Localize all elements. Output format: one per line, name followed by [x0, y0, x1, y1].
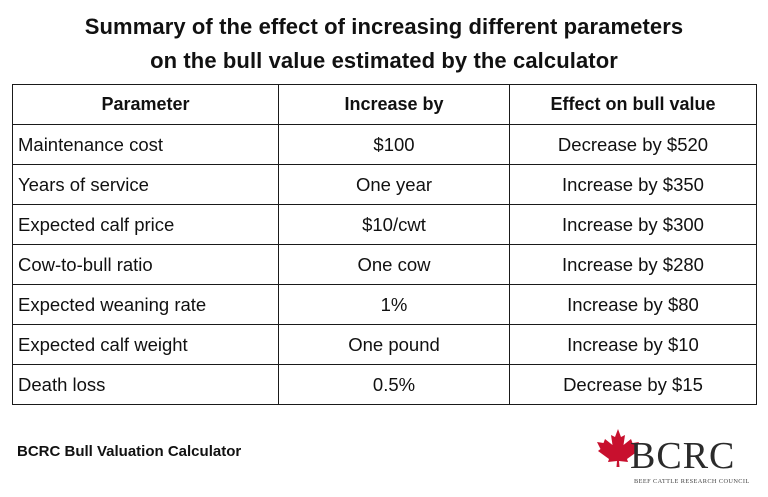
title-line-1: Summary of the effect of increasing diff…	[84, 14, 684, 39]
increase-cell: One year	[278, 164, 510, 205]
table-header-row: Parameter Increase by Effect on bull val…	[12, 84, 757, 125]
table-row: Expected calf price $10/cwt Increase by …	[12, 204, 757, 245]
header-effect-on-bull-value: Effect on bull value	[509, 84, 757, 125]
effect-cell: Decrease by $15	[509, 364, 757, 405]
table-row: Expected calf weight One pound Increase …	[12, 324, 757, 365]
parameter-cell: Expected calf price	[12, 204, 279, 245]
header-parameter: Parameter	[12, 84, 279, 125]
effect-cell: Increase by $280	[509, 244, 757, 285]
table-row: Maintenance cost $100 Decrease by $520	[12, 124, 757, 165]
increase-cell: One cow	[278, 244, 510, 285]
parameter-cell: Expected calf weight	[12, 324, 279, 365]
table-row: Expected weaning rate 1% Increase by $80	[12, 284, 757, 325]
effect-cell: Increase by $10	[509, 324, 757, 365]
effect-cell: Increase by $80	[509, 284, 757, 325]
increase-cell: 1%	[278, 284, 510, 325]
parameter-cell: Maintenance cost	[12, 124, 279, 165]
title-line-2: on the bull value estimated by the calcu…	[150, 48, 618, 73]
effect-cell: Increase by $350	[509, 164, 757, 205]
bcrc-logo: BCRC BEEF CATTLE RESEARCH COUNCIL	[596, 428, 752, 490]
effect-cell: Decrease by $520	[509, 124, 757, 165]
parameter-cell: Cow-to-bull ratio	[12, 244, 279, 285]
summary-table: Parameter Increase by Effect on bull val…	[12, 84, 757, 405]
table-row: Cow-to-bull ratio One cow Increase by $2…	[12, 244, 757, 285]
increase-cell: One pound	[278, 324, 510, 365]
logo-subtitle: BEEF CATTLE RESEARCH COUNCIL	[634, 478, 750, 485]
logo-wordmark: BCRC	[630, 435, 736, 477]
table-row: Years of service One year Increase by $3…	[12, 164, 757, 205]
increase-cell: $10/cwt	[278, 204, 510, 245]
page-title: Summary of the effect of increasing diff…	[0, 10, 768, 78]
parameter-cell: Death loss	[12, 364, 279, 405]
effect-cell: Increase by $300	[509, 204, 757, 245]
table-row: Death loss 0.5% Decrease by $15	[12, 364, 757, 405]
parameter-cell: Expected weaning rate	[12, 284, 279, 325]
increase-cell: $100	[278, 124, 510, 165]
header-increase-by: Increase by	[278, 84, 510, 125]
maple-leaf-icon	[597, 429, 639, 467]
increase-cell: 0.5%	[278, 364, 510, 405]
calculator-label: BCRC Bull Valuation Calculator	[17, 443, 242, 460]
parameter-cell: Years of service	[12, 164, 279, 205]
